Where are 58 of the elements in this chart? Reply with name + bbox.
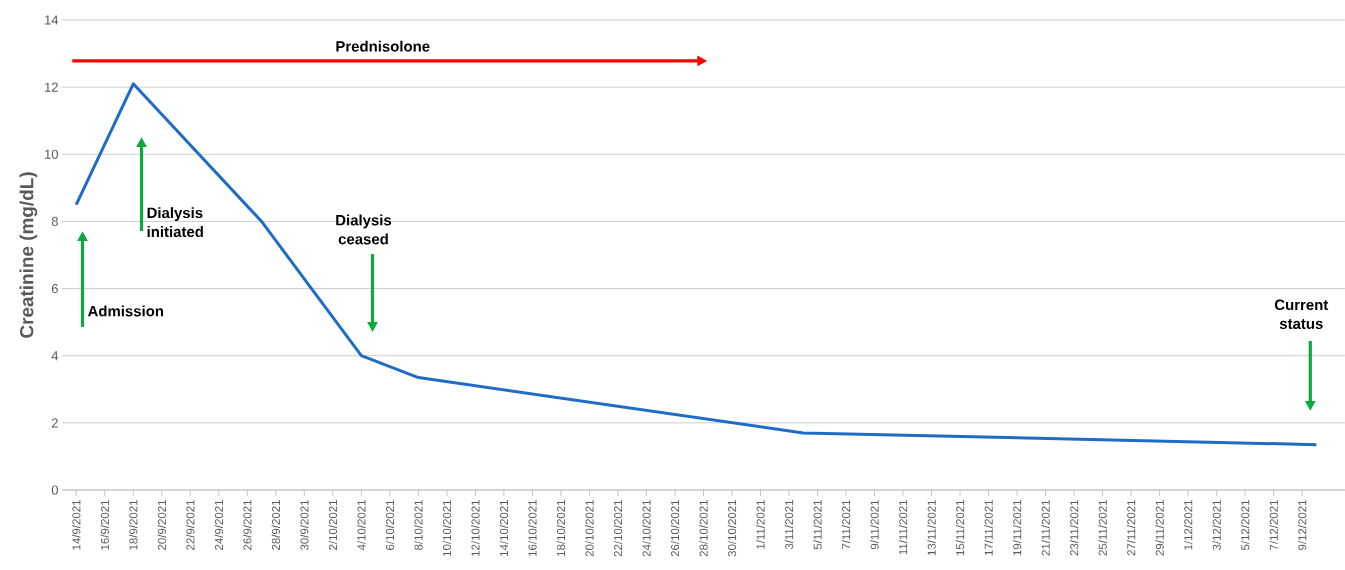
- x-tick-label: 15/11/2021: [955, 500, 965, 556]
- annotation: Admission: [87, 305, 164, 317]
- annotation: Prednisolone: [336, 40, 430, 52]
- x-tick-label: 3/12/2021: [1212, 500, 1221, 551]
- x-tick-label: 28/9/2021: [271, 500, 281, 550]
- annotation: Dialysis initiated: [147, 207, 203, 238]
- x-tick-label: 26/10/2021: [670, 500, 680, 557]
- x-tick-label: 8/10/2021: [414, 500, 423, 550]
- x-tick-label: 16/10/2021: [528, 500, 537, 556]
- x-tick-label: 30/9/2021: [300, 500, 309, 551]
- x-tick-label: 30/10/2021: [727, 500, 737, 557]
- x-tick-label: 12/10/2021: [471, 500, 480, 556]
- x-tick-label: 18/9/2021: [129, 500, 138, 550]
- x-tick-label: 24/10/2021: [642, 500, 651, 557]
- y-tick-label: 10: [45, 149, 58, 159]
- y-tick-label: 14: [45, 15, 59, 25]
- x-tick-label: 18/10/2021: [556, 500, 566, 556]
- x-tick-label: 26/9/2021: [243, 500, 252, 550]
- x-tick-label: 17/11/2021: [984, 500, 993, 556]
- x-tick-label: 2/10/2021: [328, 500, 338, 550]
- annotation: Dialysis ceased: [336, 214, 392, 245]
- x-tick-label: 24/9/2021: [214, 500, 224, 550]
- y-tick-label: 0: [51, 485, 58, 495]
- x-tick-label: 21/11/2021: [1041, 500, 1050, 556]
- x-tick-label: 16/9/2021: [100, 500, 109, 550]
- y-tick-label: 8: [51, 216, 58, 227]
- x-tick-label: 22/10/2021: [613, 500, 623, 557]
- x-tick-label: 4/10/2021: [357, 500, 366, 551]
- x-tick-label: 14/9/2021: [72, 500, 81, 550]
- x-tick-label: 27/11/2021: [1126, 500, 1136, 556]
- x-tick-label: 9/11/2021: [870, 500, 879, 550]
- x-tick-label: 5/12/2021: [1240, 500, 1250, 551]
- x-tick-label: 3/11/2021: [784, 500, 794, 550]
- y-axis-title: Creatinine (mg/dL): [19, 172, 38, 338]
- x-tick-label: 20/9/2021: [157, 500, 166, 550]
- x-tick-label: 5/11/2021: [813, 500, 822, 550]
- x-tick-label: 1/12/2021: [1183, 500, 1193, 550]
- x-tick-label: 28/10/2021: [699, 500, 708, 557]
- x-tick-label: 1/11/2021: [756, 500, 765, 549]
- x-tick-label: 20/10/2021: [585, 500, 594, 557]
- x-tick-label: 25/11/2021: [1098, 500, 1107, 556]
- x-tick-label: 13/11/2021: [927, 500, 936, 556]
- x-tick-label: 29/11/2021: [1155, 500, 1164, 556]
- y-tick-label: 6: [51, 283, 58, 294]
- x-tick-label: 19/11/2021: [1012, 500, 1022, 556]
- y-tick-label: 4: [51, 351, 59, 361]
- x-tick-label: 7/12/2021: [1269, 500, 1278, 550]
- x-tick-label: 23/11/2021: [1069, 500, 1079, 556]
- x-tick-label: 22/9/2021: [186, 500, 195, 550]
- x-tick-label: 9/12/2021: [1297, 500, 1307, 550]
- y-tick-label: 2: [51, 418, 58, 428]
- annotation: Current status: [1274, 299, 1329, 329]
- x-tick-label: 14/10/2021: [499, 500, 509, 556]
- x-tick-label: 11/11/2021: [898, 500, 908, 555]
- x-tick-label: 10/10/2021: [442, 500, 452, 556]
- x-tick-label: 7/11/2021: [841, 500, 851, 550]
- y-tick-label: 12: [45, 82, 58, 92]
- x-tick-label: 6/10/2021: [385, 500, 395, 550]
